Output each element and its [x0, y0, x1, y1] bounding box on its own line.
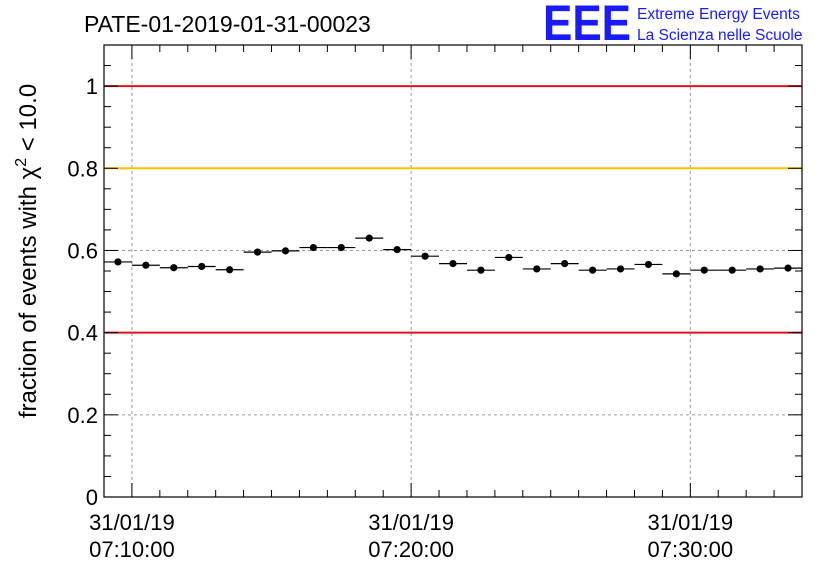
y-tick-label: 0 [86, 485, 98, 510]
x-tick-time-label: 07:30:00 [647, 537, 733, 562]
data-marker [672, 270, 680, 278]
data-marker [309, 243, 317, 252]
data-point [718, 266, 747, 274]
data-point [746, 265, 775, 273]
data-marker [393, 246, 401, 254]
data-marker [253, 248, 262, 256]
data-marker [533, 265, 541, 273]
data-marker [421, 252, 429, 260]
logo-line-2: La Scienza nelle Scuole [637, 27, 802, 44]
data-marker [114, 258, 122, 266]
data-point [131, 261, 160, 269]
x-tick-date-label: 31/01/19 [368, 510, 454, 535]
x-tick-time-label: 07:10:00 [89, 537, 175, 562]
logo-line-1: Extreme Energy Events [637, 6, 800, 23]
logo-mark: EEE [543, 0, 631, 51]
data-marker [616, 265, 625, 273]
y-tick-label: 1 [86, 74, 98, 99]
data-point [578, 266, 607, 274]
data-marker [756, 265, 764, 273]
data-marker [477, 266, 485, 274]
y-tick-label: 0.2 [67, 403, 98, 428]
reference-lines [104, 85, 802, 334]
axis-ticks [103, 45, 803, 498]
data-marker [142, 261, 150, 269]
data-point [327, 243, 356, 252]
data-point [550, 260, 579, 268]
data-point [439, 260, 467, 268]
data-point [494, 253, 523, 262]
x-tick-date-label: 31/01/19 [89, 510, 175, 535]
data-point [411, 252, 440, 260]
data-points [104, 234, 802, 278]
data-point [466, 266, 495, 274]
y-tick-label: 0.6 [67, 238, 98, 263]
x-tick-time-label: 07:20:00 [368, 537, 454, 562]
data-point [271, 247, 300, 255]
data-marker [728, 266, 736, 274]
data-marker [281, 247, 290, 255]
data-marker [589, 266, 597, 274]
y-axis-label: fraction of events with χ2 < 10.0 [13, 84, 42, 418]
run-title: PATE-01-2019-01-31-00023 [84, 11, 371, 37]
data-point [383, 246, 412, 254]
data-point [634, 260, 663, 269]
data-marker [505, 253, 513, 262]
plot-frame [103, 44, 803, 498]
data-point [299, 243, 328, 252]
data-point [187, 262, 216, 271]
data-marker [198, 262, 206, 271]
data-point [215, 266, 244, 274]
data-marker [226, 266, 234, 274]
data-point [243, 248, 272, 256]
data-marker [561, 260, 569, 268]
eee-logo: EEE Extreme Energy Events La Scienza nel… [543, 0, 802, 51]
data-point [522, 265, 551, 273]
data-marker [170, 264, 178, 272]
data-marker [365, 234, 373, 242]
data-marker [337, 243, 345, 252]
data-point [774, 264, 802, 272]
data-marker [644, 260, 653, 269]
data-point [690, 266, 719, 274]
y-tick-label: 0.8 [67, 156, 98, 181]
data-point [355, 234, 384, 242]
data-point [662, 270, 691, 278]
data-marker [784, 264, 792, 272]
data-point [606, 265, 635, 273]
data-point [104, 258, 132, 266]
data-marker [449, 260, 457, 268]
x-tick-date-label: 31/01/19 [647, 510, 733, 535]
y-tick-label: 0.4 [67, 321, 98, 346]
data-marker [700, 266, 708, 274]
data-point [159, 264, 188, 272]
tick-labels: 00.20.40.60.8131/01/1907:10:0031/01/1907… [67, 74, 733, 562]
